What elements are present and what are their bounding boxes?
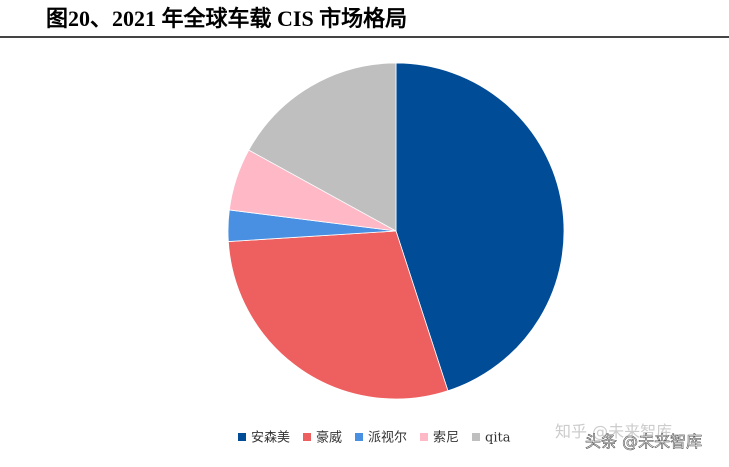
pie-slice bbox=[395, 62, 565, 392]
pie-slice bbox=[248, 62, 397, 232]
legend-label: 豪威 bbox=[316, 430, 342, 446]
legend-label: 索尼 bbox=[433, 431, 459, 446]
legend-swatch bbox=[303, 433, 311, 441]
legend-swatch bbox=[472, 433, 480, 441]
legend-label: 派视尔 bbox=[368, 431, 407, 446]
chart-title: 图20、2021 年全球车载 CIS 市场格局 bbox=[46, 6, 407, 31]
legend-label: 安森美 bbox=[251, 431, 290, 446]
legend-label: qita bbox=[485, 431, 511, 446]
legend-swatch bbox=[420, 433, 428, 441]
legend-swatch bbox=[238, 433, 246, 441]
watermark: 头条 @未来智库 bbox=[585, 432, 702, 451]
pie-slice bbox=[227, 230, 449, 400]
watermark: 知乎 @未来智库 bbox=[555, 422, 672, 441]
legend-swatch bbox=[355, 433, 363, 441]
